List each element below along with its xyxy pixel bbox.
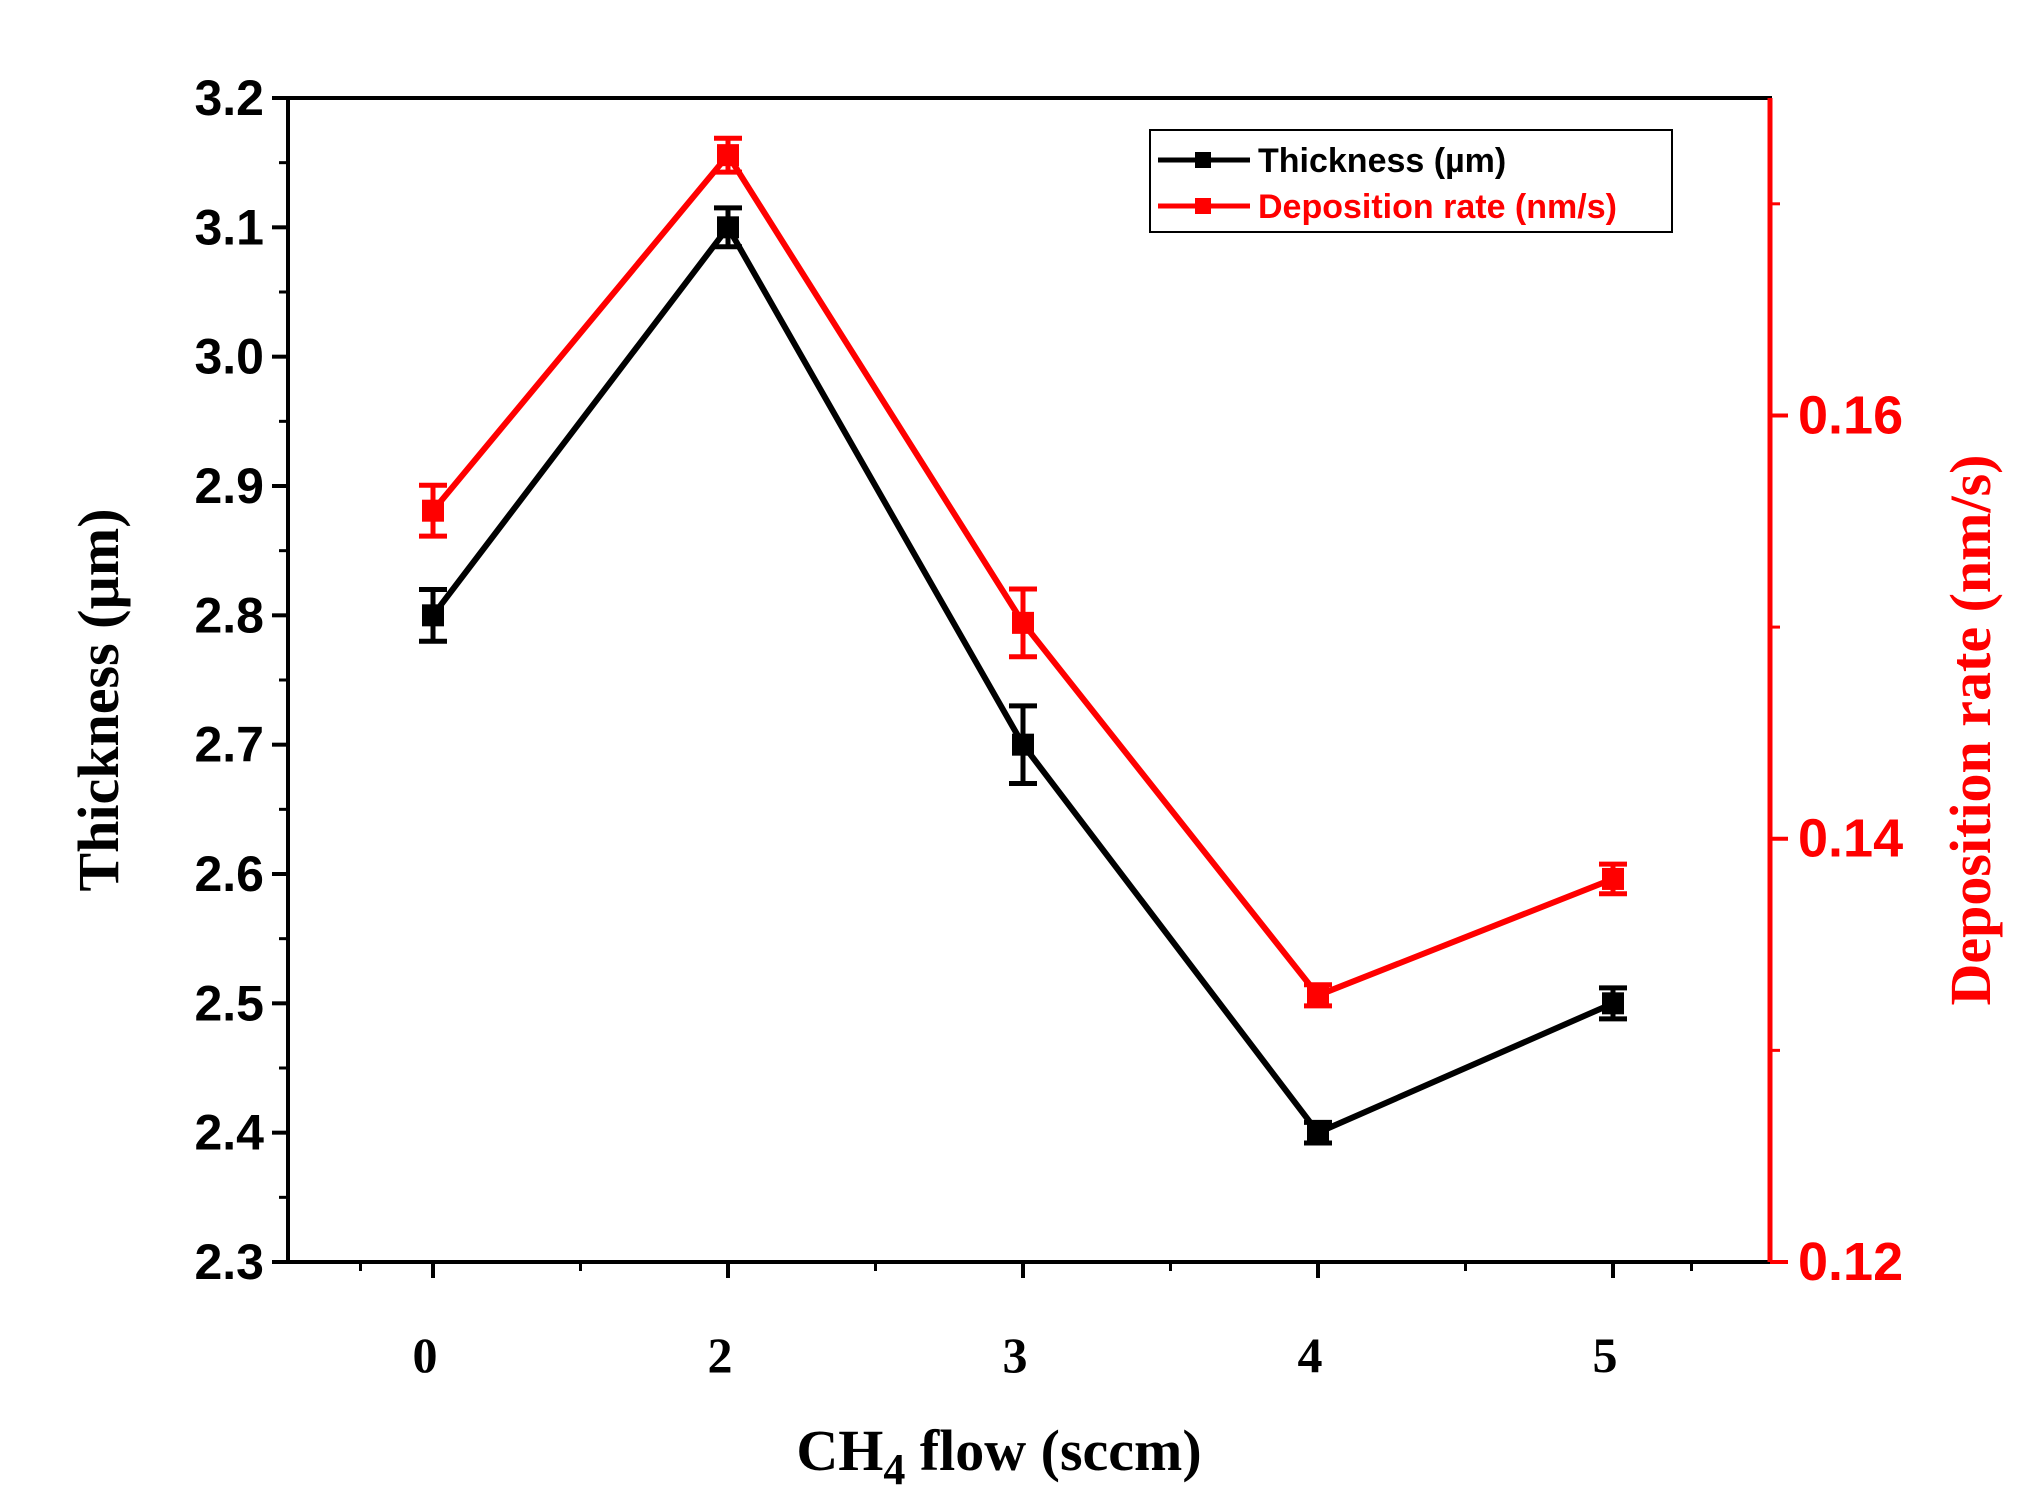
legend-entry: Deposition rate (nm/s) [1158,188,1617,226]
y-axis-left-label: Thickness (µm) [66,508,131,891]
data-point [717,144,739,167]
data-point [422,604,444,627]
data-point [422,499,444,522]
series-line [430,150,1615,999]
legend: Thickness (µm) Deposition rate (nm/s) [1149,129,1673,233]
x-axis: 0 2 3 4 5 [359,1262,1693,1383]
right-tick-label: 0.12 [1798,1232,1903,1292]
legend-entry: Thickness (µm) [1158,142,1506,180]
series-line [430,221,1615,1137]
left-tick-label: 2.6 [194,846,264,902]
left-tick-label: 3.2 [194,70,264,126]
data-point [1602,992,1624,1015]
series-thickness [419,205,1627,1146]
right-tick-label: 0.14 [1798,809,1903,869]
left-tick-label: 2.9 [194,458,264,514]
legend-swatch-marker [1195,198,1211,214]
x-axis-label-suffix: flow (sccm) [905,1418,1201,1483]
series-deposition-rate [419,135,1627,1009]
left-tick-label: 2.5 [194,975,264,1031]
legend-box [1149,129,1673,233]
x-tick-label: 0 [413,1327,438,1383]
left-y-axis: 2.3 2.4 2.5 2.6 2.7 2.8 2.9 3.0 3.1 3.2 [194,70,288,1290]
x-tick-label: 5 [1593,1327,1618,1383]
x-tick-label: 3 [1003,1327,1028,1383]
left-tick-label: 2.7 [194,717,264,773]
data-point [1012,733,1034,756]
plot-frame [286,96,1772,1264]
right-y-axis: 0.12 0.14 0.16 [1770,202,1903,1292]
data-point [717,216,739,239]
right-tick-label: 0.16 [1798,385,1903,445]
y-axis-right-label: Deposition rate (nm/s) [1938,455,2003,1006]
legend-label: Thickness (µm) [1258,142,1506,180]
left-tick-label: 2.4 [194,1105,264,1161]
data-point [1012,611,1034,634]
x-axis-label: CH4 flow (sccm) [796,1418,1201,1494]
legend-label: Deposition rate (nm/s) [1258,188,1617,226]
data-point [1602,867,1624,890]
x-tick-label: 4 [1298,1327,1323,1383]
series-layer [419,135,1627,1146]
x-axis-label-subscript: 4 [883,1445,905,1494]
left-tick-label: 2.3 [194,1234,264,1290]
left-tick-label: 3.0 [194,329,264,385]
x-tick-label: 2 [708,1327,733,1383]
left-tick-label: 3.1 [194,199,264,255]
legend-swatch-marker [1195,152,1211,168]
data-point [1307,984,1329,1007]
left-tick-label: 2.8 [194,587,264,643]
x-axis-label-prefix: CH [796,1418,883,1483]
plot-area [286,96,1773,1264]
data-point [1307,1121,1329,1144]
